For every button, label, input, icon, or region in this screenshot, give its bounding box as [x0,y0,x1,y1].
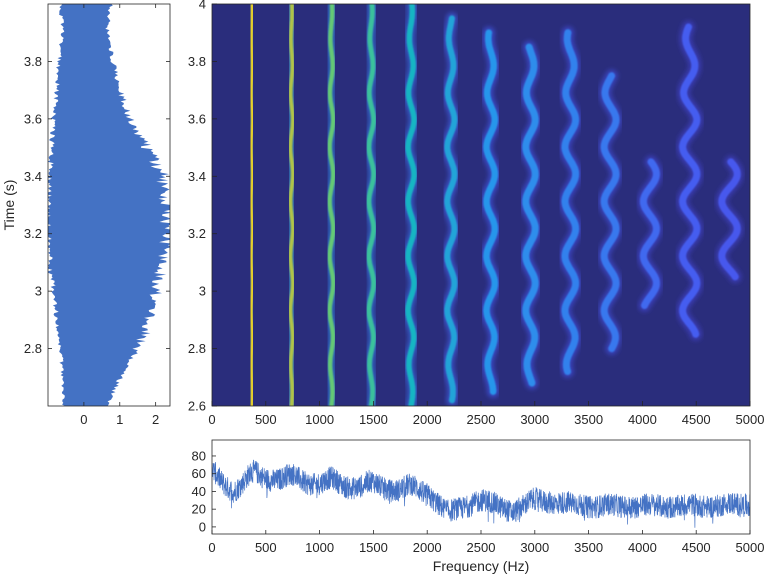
waveform-axes-box [47,3,171,407]
waveform-y-tick-label: 3 [35,284,42,299]
spectrogram-panel: 2.6 2.8 3 3.2 3.4 3.6 3.8 4 0 500 1000 1500 2000 250… [188,0,768,427]
spectrum-x-tick-label: 3000 [520,540,549,555]
spectrum-y-tick-label: 0 [199,519,206,534]
spectrogram-x-tick-label: 1500 [359,412,388,427]
spectrum-y-tick-label: 60 [192,466,206,481]
spectrogram-x-tick-label: 500 [255,412,277,427]
spectrum-x-tick-label: 3500 [574,540,603,555]
harmonic-7-band [483,29,499,395]
spectrum-x-ticks: 0 500 1000 1500 2000 2500 3000 3500 4000 4500 5000 [208,530,764,555]
spectrogram-y-tick-label: 3 [199,284,206,299]
harmonic-14-band [761,176,768,291]
spectrum-x-tick-label: 0 [208,540,215,555]
harmonic-11-band [639,158,660,309]
waveform-y-ticks: 2.8 3 3.2 3.4 3.6 3.8 [24,54,170,356]
waveform-y-axis-label: Time (s) [1,180,17,231]
harmonic-12-band [679,23,701,338]
harmonic-4-band [366,4,377,406]
harmonic-9-band [561,29,580,375]
spectrogram-y-tick-label: 2.6 [188,399,206,414]
waveform-fill [48,4,170,406]
harmonic-14-glow [761,176,768,291]
spectrogram-y-tick-label: 3.8 [188,54,206,69]
harmonic-5-band [405,4,417,406]
harmonic-3-band [327,4,336,406]
spectrogram-x-tick-label: 2000 [413,412,442,427]
harmonic-10-band [600,72,620,353]
spectrum-x-tick-label: 4000 [628,540,657,555]
spectrum-x-tick-label: 1500 [359,540,388,555]
waveform-x-ticks: 0 1 2 [80,4,159,427]
spectrum-x-tick-label: 1000 [305,540,334,555]
waveform-y-tick-label: 3.4 [24,169,42,184]
spectrogram-y-tick-label: 4 [199,0,206,12]
spectrum-y-tick-label: 80 [192,448,206,463]
spectrum-x-tick-label: 5000 [736,540,765,555]
harmonic-1-band [249,4,255,406]
spectrogram-x-tick-label: 4000 [628,412,657,427]
spectrogram-y-ticks: 2.6 2.8 3 3.2 3.4 3.6 3.8 4 [188,0,217,414]
spectrogram-x-tick-label: 5000 [736,412,765,427]
spectrogram-y-tick-label: 3.2 [188,226,206,241]
waveform-x-tick-label: 0 [80,412,87,427]
spectrogram-x-tick-label: 2500 [467,412,496,427]
harmonic-2-band [288,4,295,406]
spectrogram-x-ticks: 0 500 1000 1500 2000 2500 3000 3500 4000 4500 5000 [208,401,764,427]
harmonic-13-band [718,158,741,281]
spectrogram-y-tick-label: 3.6 [188,111,206,126]
spectrum-y-ticks: 0 20 40 60 80 [192,448,216,534]
spectrum-panel: 0 20 40 60 80 0 500 1000 1500 2000 2500 3000 3500 40… [192,439,764,574]
waveform-y-tick-label: 3.8 [24,54,42,69]
spectrogram-x-tick-label: 0 [208,412,215,427]
spectrogram-x-tick-label: 3000 [520,412,549,427]
spectrogram-x-tick-label: 4500 [682,412,711,427]
harmonic-6-band [444,15,458,404]
spectrum-x-tick-label: 500 [255,540,277,555]
waveform-x-tick-label: 1 [116,412,123,427]
spectrum-x-axis-label: Frequency (Hz) [433,558,529,574]
waveform-y-tick-label: 2.8 [24,341,42,356]
spectrogram-x-tick-label: 1000 [305,412,334,427]
spectrum-line [212,459,750,528]
waveform-x-tick-label: 2 [152,412,159,427]
waveform-y-tick-label: 3.6 [24,111,42,126]
harmonic-8-band [522,43,539,387]
spectrogram-y-tick-label: 3.4 [188,169,206,184]
spectrum-x-tick-label: 4500 [682,540,711,555]
waveform-y-tick-label: 3.2 [24,226,42,241]
spectrogram-x-tick-label: 3500 [574,412,603,427]
spectrum-plot-area [212,440,750,534]
spectrum-x-tick-label: 2000 [413,540,442,555]
spectrum-y-tick-label: 40 [192,484,206,499]
waveform-panel: 2.8 3 3.2 3.4 3.6 3.8 0 1 2 Time (s) [1,3,171,427]
spectrum-y-tick-label: 20 [192,502,206,517]
spectrogram-y-tick-label: 2.8 [188,341,206,356]
spectrum-x-tick-label: 2500 [467,540,496,555]
spectrogram-harmonics [246,4,768,406]
